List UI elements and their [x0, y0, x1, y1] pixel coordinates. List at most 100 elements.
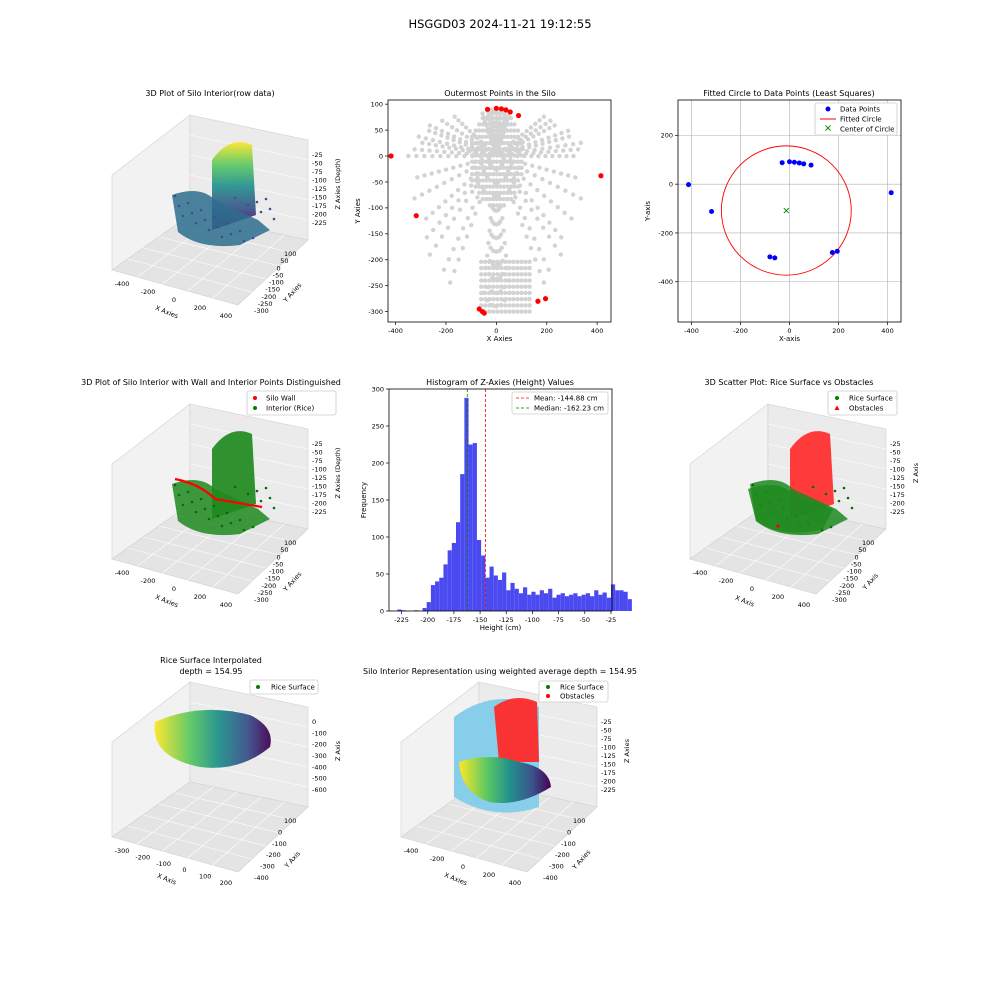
z-tick-label: -200	[601, 778, 616, 786]
gray-point	[433, 143, 439, 148]
gray-point	[523, 272, 528, 277]
gray-point	[519, 159, 524, 164]
y-tick-label: 50	[375, 126, 383, 134]
gray-point	[488, 245, 493, 251]
data-point	[259, 210, 263, 214]
gray-point	[479, 278, 484, 283]
gray-point	[515, 178, 521, 183]
gray-point	[523, 278, 528, 283]
gray-point	[498, 122, 503, 127]
legend-label: Fitted Circle	[840, 116, 882, 124]
z-tick-label: -125	[312, 185, 327, 193]
z-tick-label: -175	[601, 769, 616, 777]
gray-point	[473, 159, 478, 164]
gray-point	[484, 134, 489, 140]
gray-point	[523, 265, 528, 271]
gray-point	[462, 190, 467, 196]
gray-point	[484, 190, 489, 196]
gray-point	[537, 165, 542, 170]
data-cluster	[748, 485, 833, 533]
y-tick-label: -200	[262, 582, 277, 590]
x-axis-label: X Axies	[154, 593, 180, 610]
histogram-bar	[514, 588, 519, 611]
data-point	[177, 204, 181, 208]
gray-point	[448, 280, 453, 285]
gray-point	[515, 140, 521, 146]
histogram-bar	[443, 564, 448, 611]
red-point	[388, 153, 394, 159]
outermost-points-plot: -400 -200 0 200 400 100 50 0 -50 -100 -150 -200 -250…	[354, 99, 612, 343]
z-axis-label: Z Axies	[623, 738, 631, 763]
legend-marker	[256, 685, 260, 689]
gray-point	[443, 167, 449, 172]
x-axis-label: X Axis	[734, 594, 756, 609]
data-point	[850, 506, 854, 510]
y-tick-label: -150	[368, 230, 383, 238]
y-tick-label: 100	[284, 539, 296, 547]
gray-point	[483, 259, 488, 265]
gray-point	[501, 165, 507, 171]
gray-point	[563, 188, 568, 193]
center-marker	[783, 207, 790, 214]
gray-point	[494, 109, 500, 115]
gray-point	[546, 234, 552, 239]
histogram-bar	[610, 584, 616, 611]
gray-point	[456, 236, 461, 241]
gray-point	[512, 165, 517, 171]
z-tick-label: -200	[890, 500, 905, 508]
grid-line	[187, 796, 261, 859]
data-point	[194, 221, 198, 225]
gray-point	[491, 147, 496, 152]
gray-point	[498, 128, 503, 133]
gray-point	[501, 122, 507, 127]
gray-point	[477, 153, 482, 158]
grid-line	[705, 547, 831, 582]
y-tick-label: -300	[254, 596, 269, 604]
gray-point	[555, 184, 560, 190]
gray-point	[433, 126, 439, 131]
gray-point	[497, 219, 503, 224]
gray-point	[477, 134, 482, 140]
y-axis-label: Y Axies	[570, 848, 593, 872]
histogram-bar	[468, 444, 473, 611]
gray-point	[439, 133, 444, 138]
gray-point	[430, 153, 435, 159]
gray-point	[512, 140, 517, 146]
gray-point	[519, 265, 524, 271]
gray-point	[501, 190, 507, 196]
red-point	[503, 107, 509, 113]
gray-point	[480, 178, 485, 183]
gray-point	[491, 284, 496, 289]
data-point	[776, 524, 780, 528]
axes-frame	[388, 388, 613, 612]
histogram-bar	[560, 593, 565, 611]
data-point	[216, 514, 220, 518]
gray-point	[508, 190, 514, 196]
gray-point	[522, 161, 528, 167]
y-tick-label: -300	[549, 863, 564, 871]
z-tick-label: -200	[312, 741, 327, 749]
z-tick-label: -175	[312, 202, 327, 210]
data-point	[207, 517, 211, 521]
plot-title: Rice Surface Interpolated	[160, 656, 262, 665]
gray-point	[533, 121, 538, 127]
gray-point	[491, 159, 496, 164]
gray-point	[484, 122, 489, 127]
gray-point	[508, 184, 514, 189]
gray-point	[473, 178, 478, 183]
gray-point	[519, 153, 524, 158]
gray-point	[491, 165, 496, 171]
y-tick-label: -100	[272, 840, 287, 848]
gray-point	[415, 175, 420, 180]
gray-point	[479, 265, 484, 271]
gray-point	[507, 272, 512, 277]
gray-point	[526, 142, 532, 147]
gray-point	[473, 171, 478, 177]
gray-point	[491, 153, 496, 158]
gray-point	[491, 109, 496, 115]
y-axis-label: Y Axis	[282, 849, 302, 870]
data-point	[225, 511, 229, 515]
gray-point	[480, 190, 485, 196]
gray-point	[519, 278, 524, 283]
gray-point	[495, 309, 500, 314]
